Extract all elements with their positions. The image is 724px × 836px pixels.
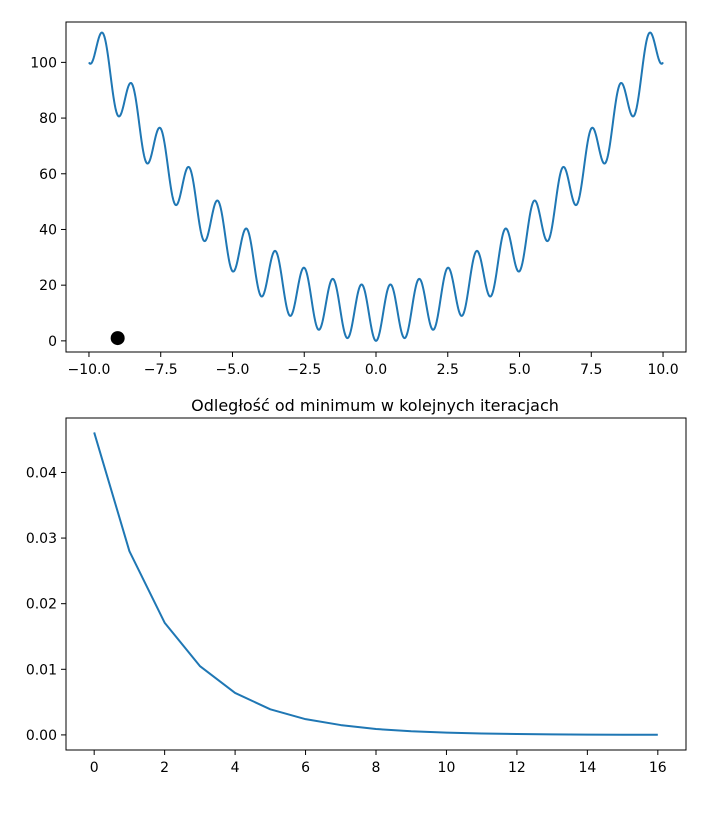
top-x-axis-ticks: −10.0 −7.5 −5.0 −2.5 0.0 2.5 5.0 7.5 10.0 — [68, 352, 679, 378]
top-marker-layer — [110, 331, 125, 346]
bottom-x-tick-label: 12 — [508, 760, 526, 776]
bottom-y-tick-label: 0.03 — [26, 531, 57, 547]
top-y-tick-label: 60 — [39, 167, 57, 183]
top-y-tick-label: 100 — [30, 55, 57, 71]
bottom-x-tick-label: 8 — [372, 760, 381, 776]
top-series-line-0 — [88, 31, 664, 342]
bottom-y-tick-label: 0.00 — [26, 728, 57, 744]
top-x-tick-label: −5.0 — [215, 362, 249, 378]
bottom-y-axis-ticks: 0.00 0.01 0.02 0.03 0.04 — [26, 465, 66, 744]
bottom-x-tick-label: 10 — [438, 760, 456, 776]
top-x-tick-label: 2.5 — [437, 362, 459, 378]
top-x-tick-label: 7.5 — [580, 362, 602, 378]
top-x-tick-label: −2.5 — [287, 362, 321, 378]
bottom-curve-layer — [93, 432, 658, 736]
bottom-y-tick-label: 0.01 — [26, 662, 57, 678]
top-x-tick-label: −7.5 — [144, 362, 178, 378]
top-y-tick-label: 0 — [48, 334, 57, 350]
top-curve-layer — [88, 31, 664, 342]
bottom-x-tick-label: 14 — [578, 760, 596, 776]
top-y-tick-label: 80 — [39, 111, 57, 127]
top-y-tick-label: 20 — [39, 278, 57, 294]
bottom-x-axis-ticks: 0 2 4 6 8 10 12 14 16 — [90, 750, 667, 776]
bottom-chart-title: Odległość od minimum w kolejnych iteracj… — [191, 396, 559, 415]
bottom-plot: Odległość od minimum w kolejnych iteracj… — [26, 396, 687, 776]
top-plot: −10.0 −7.5 −5.0 −2.5 0.0 2.5 5.0 7.5 10.0 0 20 40 6… — [30, 21, 687, 378]
bottom-y-tick-label: 0.02 — [26, 597, 57, 613]
top-x-tick-label: 0.0 — [365, 362, 387, 378]
bottom-x-tick-label: 16 — [649, 760, 667, 776]
bottom-x-tick-label: 0 — [90, 760, 99, 776]
top-x-tick-label: −10.0 — [68, 362, 111, 378]
top-y-tick-label: 40 — [39, 222, 57, 238]
top-x-tick-label: 5.0 — [508, 362, 530, 378]
bottom-x-tick-label: 4 — [231, 760, 240, 776]
bottom-x-tick-label: 6 — [301, 760, 310, 776]
bottom-x-tick-label: 2 — [160, 760, 169, 776]
bottom-y-tick-label: 0.04 — [26, 465, 57, 481]
bottom-series-line-0 — [93, 432, 658, 736]
top-y-axis-ticks: 0 20 40 60 80 100 — [30, 55, 66, 350]
top-x-tick-label: 10.0 — [647, 362, 678, 378]
top-marker-point — [110, 331, 125, 346]
